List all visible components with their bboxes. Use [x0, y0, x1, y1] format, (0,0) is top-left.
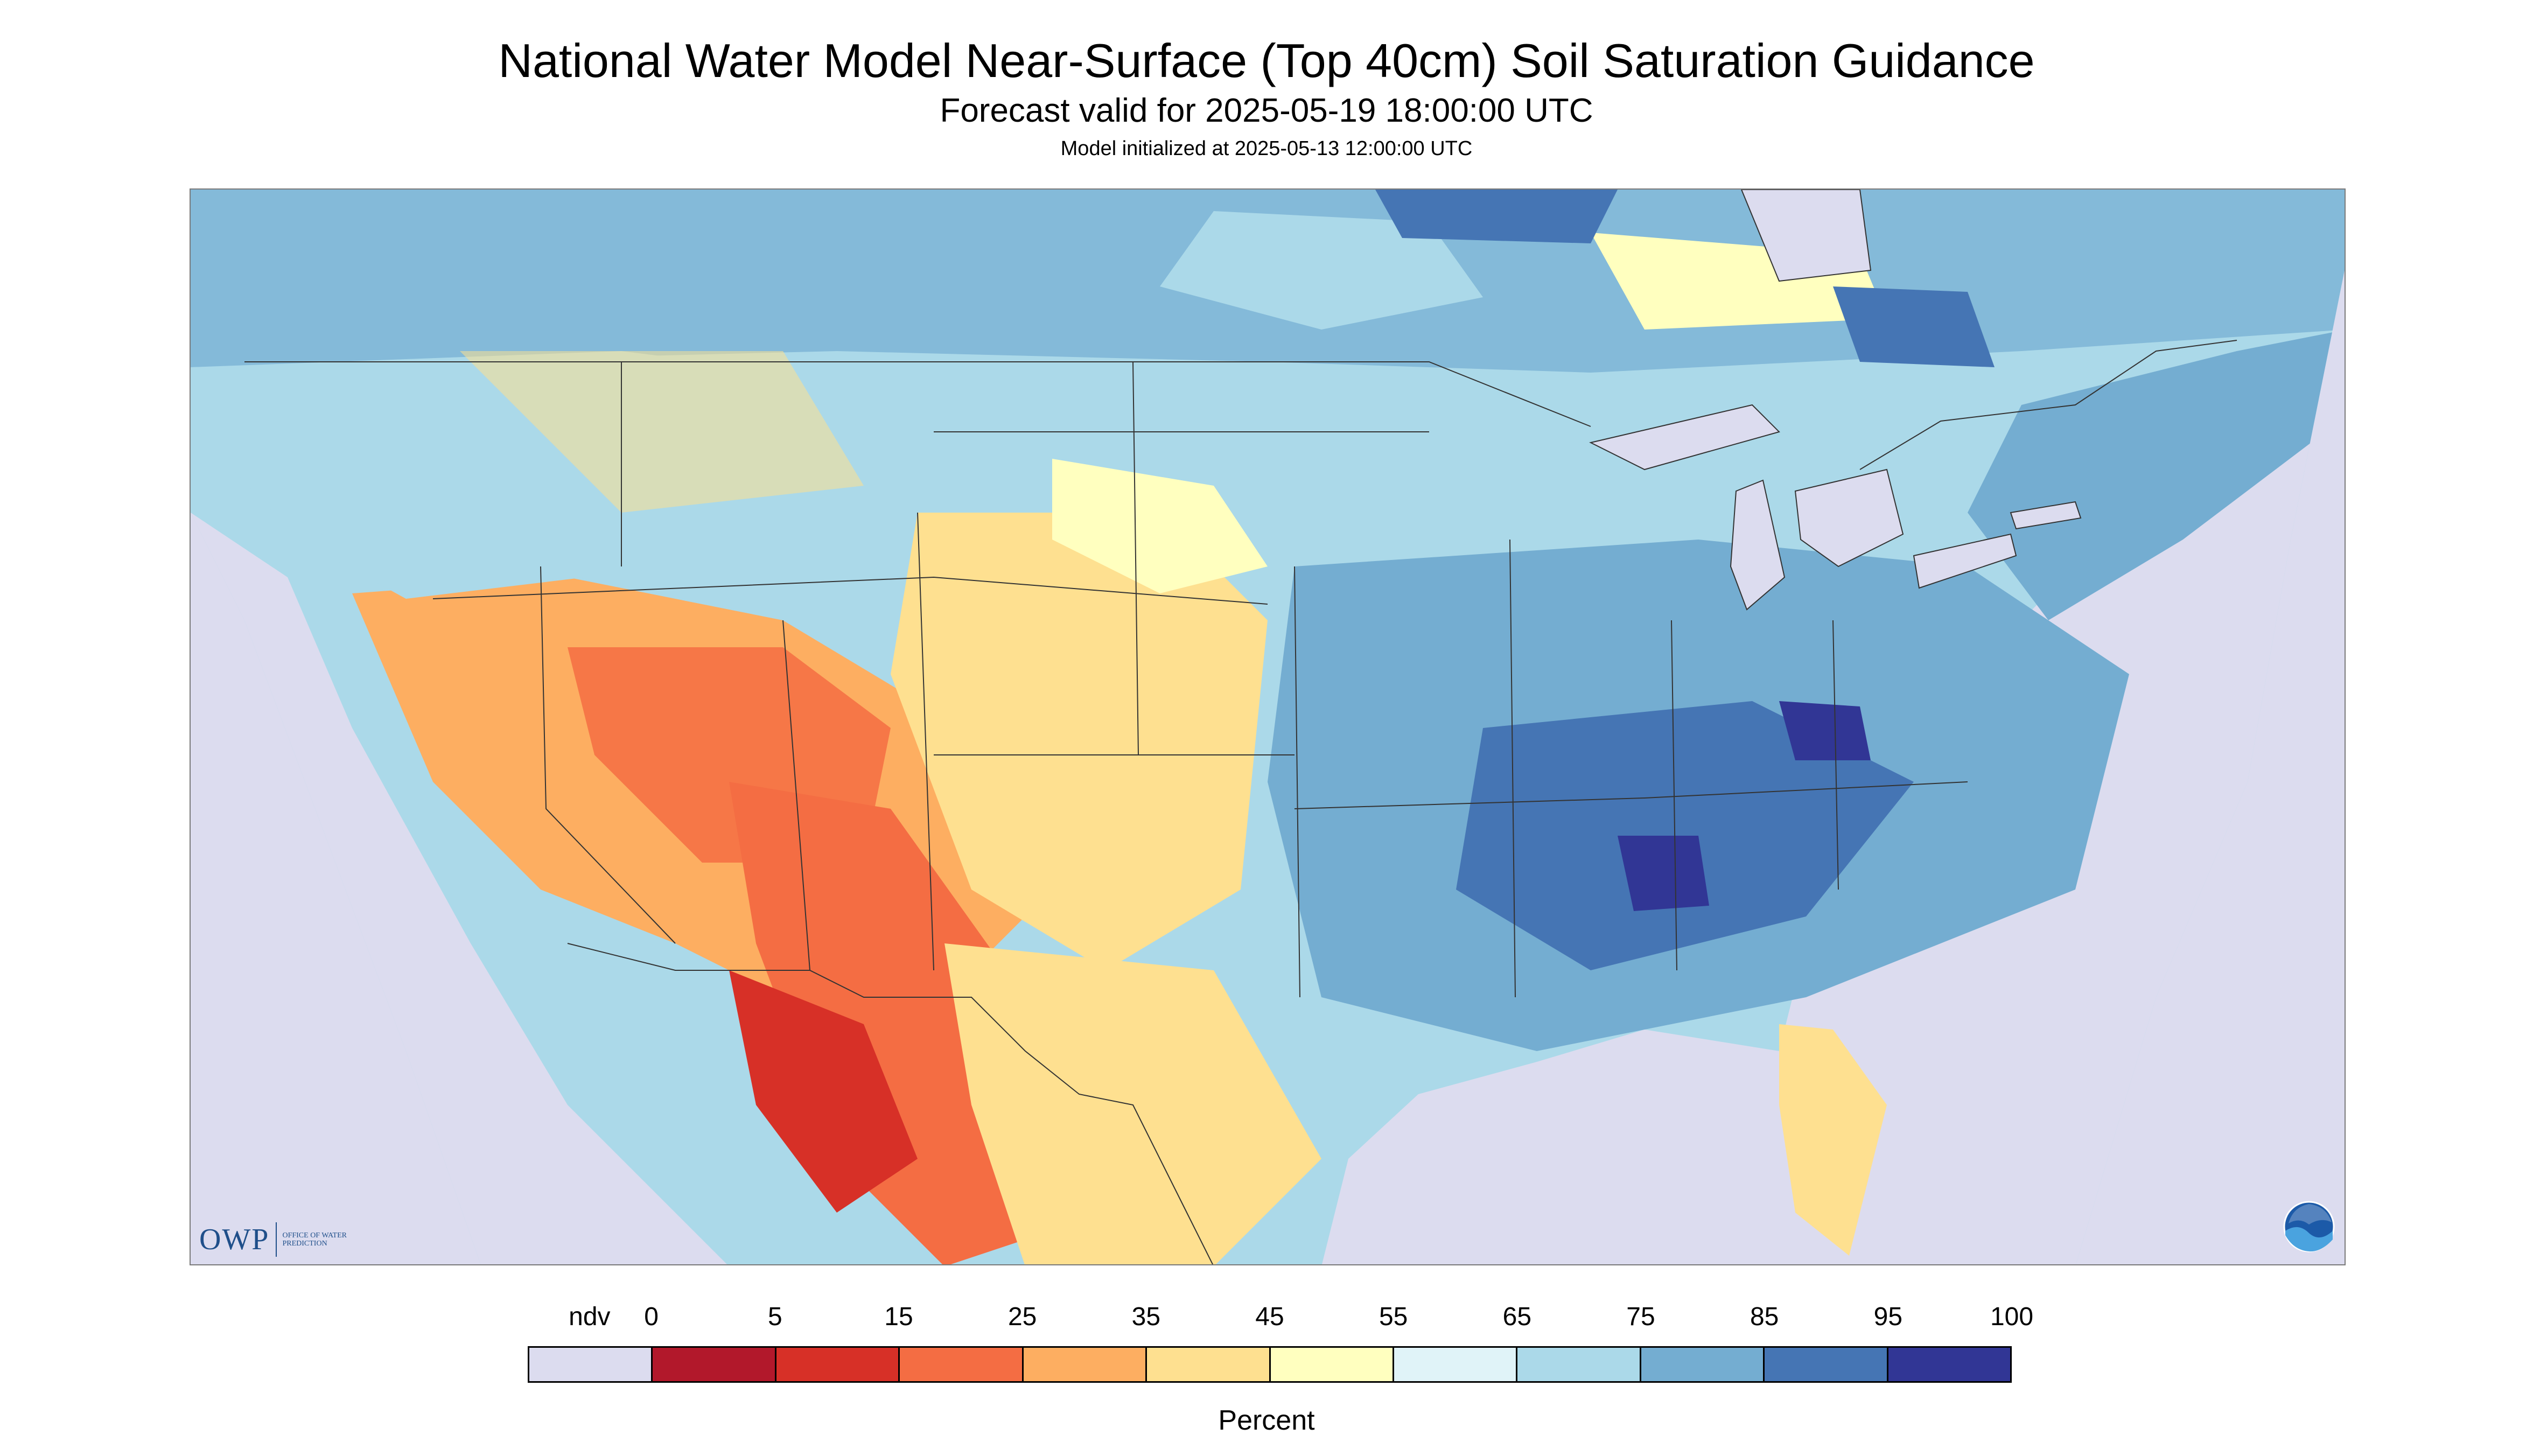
colorbar	[528, 1346, 2012, 1383]
colorbar-tick-6: 45	[1255, 1303, 1284, 1331]
land-field	[191, 190, 2345, 1264]
boundaries	[244, 340, 2237, 1264]
colorbar-tick-0: ndv	[569, 1303, 611, 1331]
colorbar-bin-11	[1888, 1348, 2011, 1381]
ocean-ndv	[1321, 405, 2345, 1264]
colorbar-tick-2: 5	[767, 1303, 782, 1331]
colorbar-tick-11: 95	[1873, 1303, 1903, 1331]
lake-huron	[1794, 468, 1904, 568]
colorbar-bin-3	[900, 1348, 1024, 1381]
colorbar-bin-5	[1147, 1348, 1271, 1381]
colorbar-tick-12: 100	[1990, 1303, 2034, 1331]
colorbar-tick-1: 0	[644, 1303, 659, 1331]
map-title: National Water Model Near-Surface (Top 4…	[498, 34, 2035, 87]
owp-logo: OWP Office of Water Prediction	[199, 1222, 358, 1257]
forecast-valid-subtitle: Forecast valid for 2025-05-19 18:00:00 U…	[940, 92, 1593, 129]
colorbar-bin-0	[529, 1348, 653, 1381]
colorbar-tick-4: 25	[1007, 1303, 1037, 1331]
lake-michigan	[1730, 479, 1786, 611]
noaa-logo	[2283, 1201, 2335, 1252]
colorbar-tick-7: 55	[1379, 1303, 1408, 1331]
colorbar-tick-5: 35	[1131, 1303, 1161, 1331]
owp-logo-mark: OWP	[199, 1222, 277, 1257]
colorbar-bin-2	[776, 1348, 900, 1381]
colorbar-bin-4	[1023, 1348, 1147, 1381]
owp-logo-text: Office of Water Prediction	[282, 1231, 347, 1248]
model-initialized-line: Model initialized at 2025-05-13 12:00:00…	[1060, 137, 1473, 160]
lake-erie	[1913, 533, 2017, 589]
colorbar-tick-10: 85	[1750, 1303, 1779, 1331]
lake-superior	[1589, 404, 1780, 471]
map-canvas	[191, 190, 2345, 1264]
lake-ontario	[2010, 501, 2082, 530]
colorbar-tick-labels: ndv 0 5 15 25 35 45 55 65 75 85 95 100	[0, 1302, 2533, 1334]
colorbar-bin-7	[1394, 1348, 1518, 1381]
colorbar-tick-3: 15	[884, 1303, 913, 1331]
colorbar-bin-10	[1765, 1348, 1888, 1381]
colorbar-bin-6	[1270, 1348, 1394, 1381]
colorbar-bin-9	[1641, 1348, 1765, 1381]
noaa-logo-icon	[2283, 1201, 2335, 1252]
hudson-bay	[1740, 190, 1872, 282]
colorbar-tick-9: 75	[1626, 1303, 1655, 1331]
soil-saturation-map	[190, 188, 2346, 1265]
colorbar-bin-8	[1517, 1348, 1641, 1381]
colorbar-tick-8: 65	[1502, 1303, 1532, 1331]
colorbar-unit-label: Percent	[1218, 1405, 1315, 1436]
colorbar-bin-1	[653, 1348, 776, 1381]
